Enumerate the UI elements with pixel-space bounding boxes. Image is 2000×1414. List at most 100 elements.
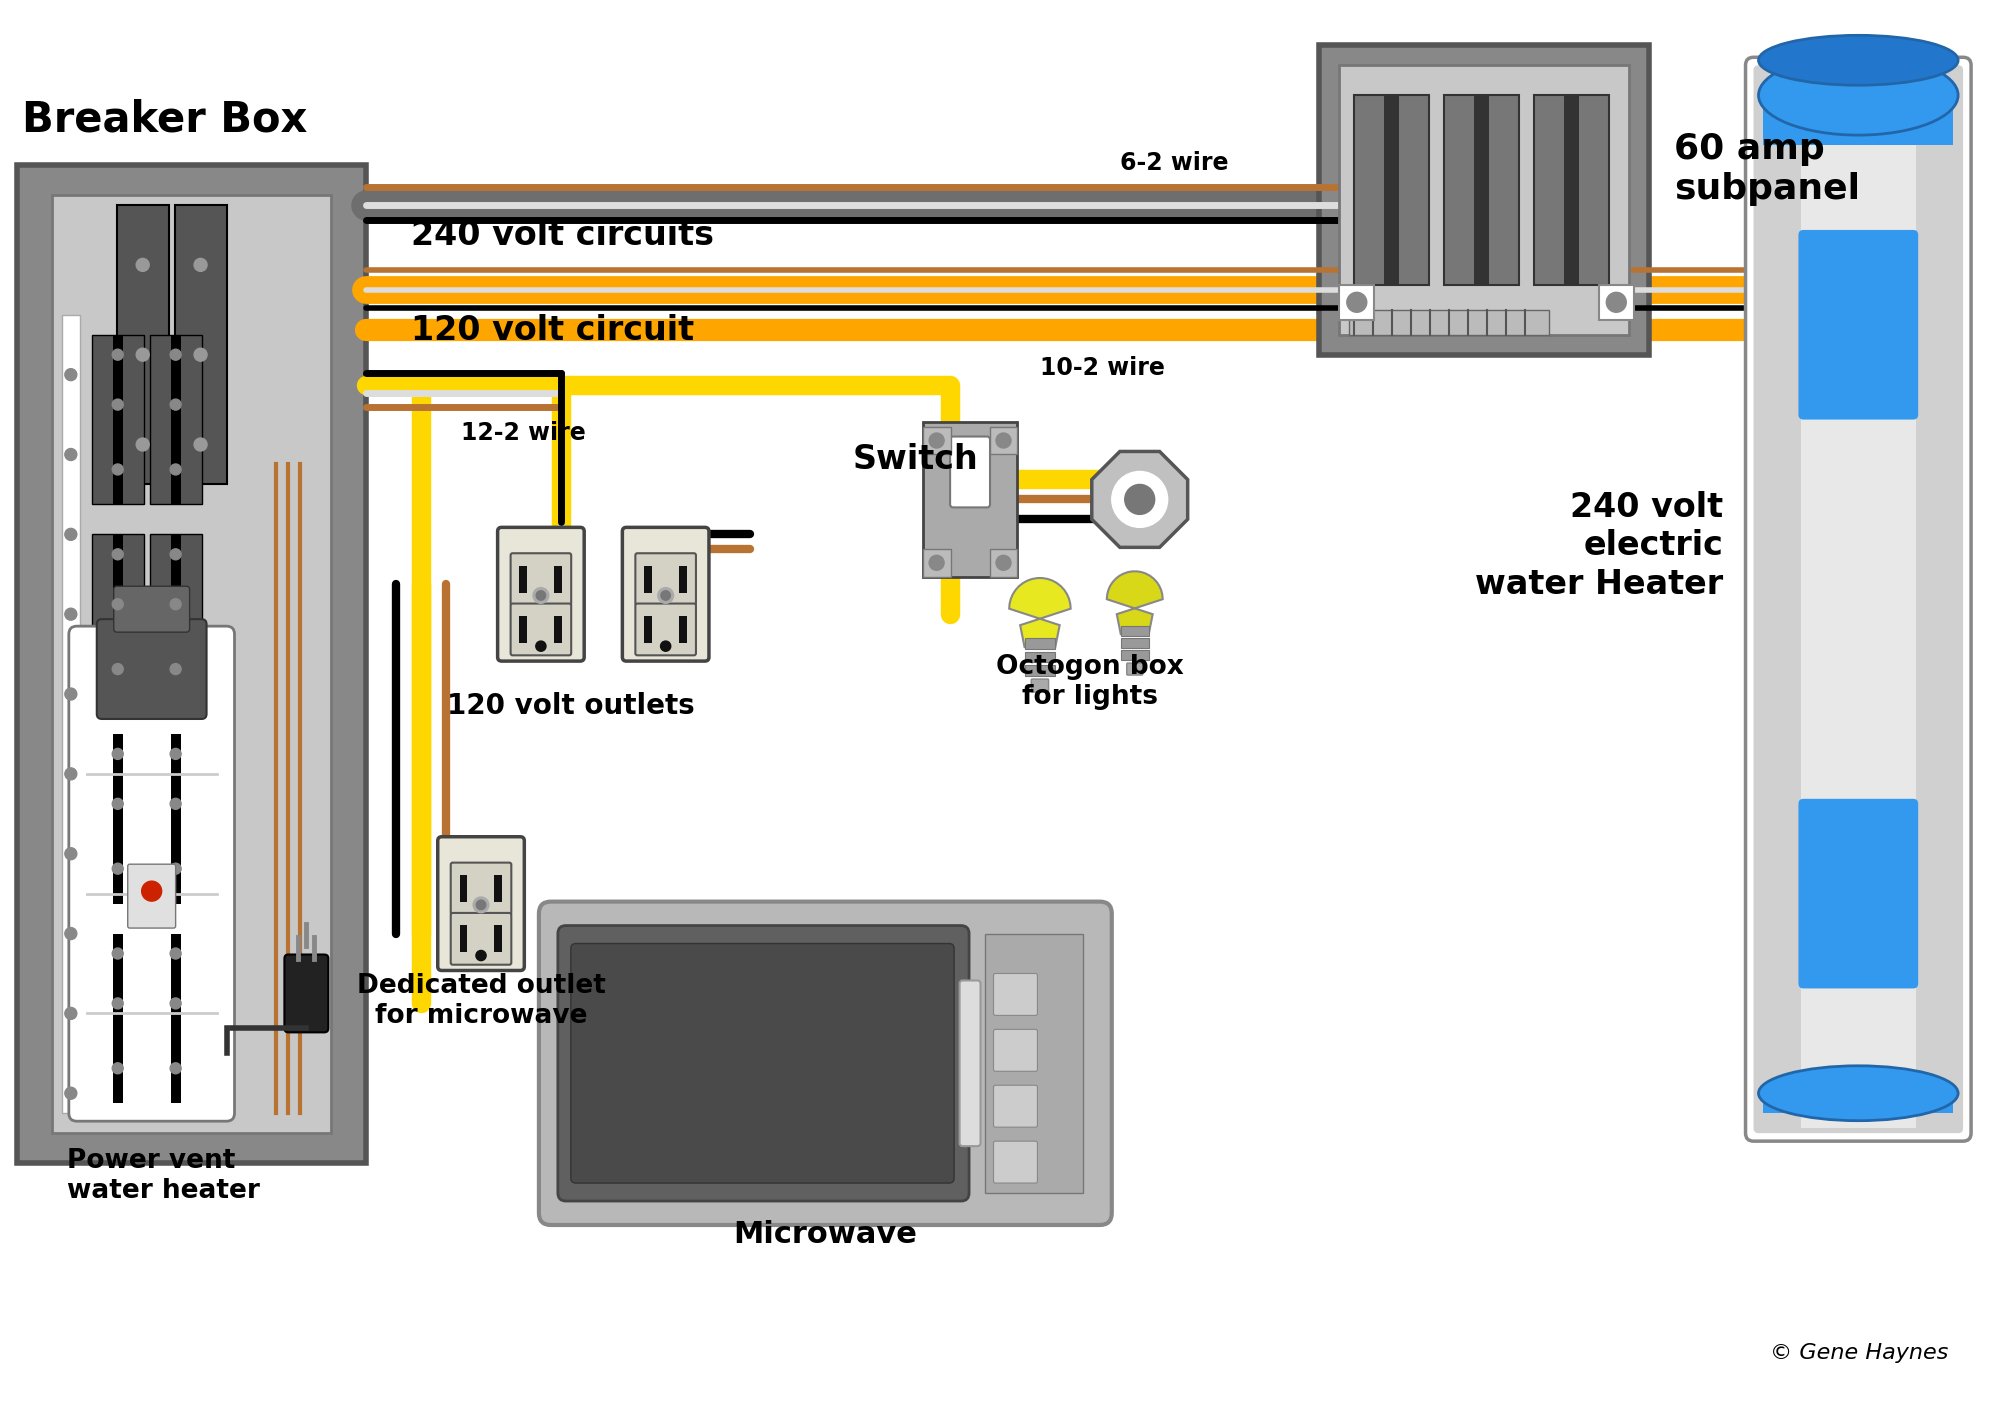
- FancyBboxPatch shape: [92, 335, 144, 505]
- Circle shape: [194, 438, 208, 451]
- Circle shape: [536, 591, 546, 601]
- FancyBboxPatch shape: [1444, 95, 1518, 284]
- Circle shape: [170, 598, 182, 609]
- FancyBboxPatch shape: [990, 549, 1018, 577]
- FancyBboxPatch shape: [678, 566, 686, 592]
- Circle shape: [170, 464, 182, 475]
- Text: Octogon box
for lights: Octogon box for lights: [996, 655, 1184, 710]
- FancyBboxPatch shape: [1764, 95, 1954, 146]
- FancyBboxPatch shape: [96, 619, 206, 718]
- FancyBboxPatch shape: [1564, 95, 1578, 284]
- Circle shape: [1606, 293, 1626, 312]
- FancyBboxPatch shape: [922, 427, 950, 454]
- FancyBboxPatch shape: [622, 527, 708, 662]
- FancyBboxPatch shape: [112, 335, 122, 505]
- FancyBboxPatch shape: [1354, 95, 1430, 284]
- FancyBboxPatch shape: [990, 427, 1018, 454]
- Text: 6-2 wire: 6-2 wire: [1120, 151, 1228, 175]
- FancyBboxPatch shape: [114, 587, 190, 632]
- FancyBboxPatch shape: [460, 925, 468, 952]
- Circle shape: [1112, 471, 1168, 527]
- FancyBboxPatch shape: [150, 734, 202, 904]
- FancyBboxPatch shape: [1120, 650, 1148, 660]
- Circle shape: [996, 433, 1010, 448]
- Circle shape: [64, 1007, 76, 1019]
- FancyBboxPatch shape: [450, 863, 512, 915]
- Circle shape: [112, 598, 124, 609]
- Text: 240 volt circuits: 240 volt circuits: [412, 219, 714, 252]
- Circle shape: [660, 641, 670, 652]
- FancyBboxPatch shape: [558, 926, 970, 1200]
- Text: Switch: Switch: [852, 444, 978, 477]
- FancyBboxPatch shape: [1126, 663, 1142, 674]
- FancyBboxPatch shape: [1598, 284, 1634, 320]
- Circle shape: [112, 1063, 124, 1073]
- Circle shape: [476, 950, 486, 960]
- Polygon shape: [1106, 571, 1162, 633]
- Circle shape: [64, 768, 76, 781]
- Circle shape: [536, 641, 546, 652]
- FancyBboxPatch shape: [1032, 679, 1048, 691]
- FancyBboxPatch shape: [498, 527, 584, 662]
- Circle shape: [476, 901, 486, 911]
- FancyBboxPatch shape: [950, 437, 990, 508]
- FancyBboxPatch shape: [112, 534, 122, 704]
- FancyBboxPatch shape: [520, 566, 528, 592]
- Circle shape: [64, 448, 76, 461]
- Circle shape: [136, 348, 150, 361]
- Text: 240 volt
electric
water Heater: 240 volt electric water Heater: [1476, 491, 1724, 601]
- FancyBboxPatch shape: [150, 335, 202, 505]
- FancyBboxPatch shape: [460, 875, 468, 902]
- Circle shape: [136, 438, 150, 451]
- FancyBboxPatch shape: [1800, 71, 1916, 1128]
- Text: Dedicated outlet
for microwave: Dedicated outlet for microwave: [356, 973, 606, 1029]
- Circle shape: [170, 998, 182, 1010]
- Circle shape: [64, 608, 76, 621]
- FancyBboxPatch shape: [994, 1086, 1038, 1127]
- Circle shape: [170, 399, 182, 410]
- FancyBboxPatch shape: [284, 954, 328, 1032]
- FancyBboxPatch shape: [494, 875, 502, 902]
- FancyBboxPatch shape: [1798, 799, 1918, 988]
- FancyBboxPatch shape: [636, 604, 696, 655]
- Text: 120 volt outlets: 120 volt outlets: [446, 691, 694, 720]
- Circle shape: [64, 928, 76, 939]
- FancyBboxPatch shape: [1340, 65, 1628, 335]
- FancyBboxPatch shape: [170, 335, 180, 505]
- FancyBboxPatch shape: [1340, 284, 1374, 320]
- Circle shape: [142, 881, 162, 901]
- FancyBboxPatch shape: [1320, 45, 1648, 355]
- Text: © Gene Haynes: © Gene Haynes: [1770, 1343, 1948, 1363]
- FancyBboxPatch shape: [960, 980, 980, 1147]
- Text: Microwave: Microwave: [734, 1220, 918, 1249]
- Text: 10-2 wire: 10-2 wire: [1040, 356, 1164, 379]
- FancyBboxPatch shape: [494, 925, 502, 952]
- FancyBboxPatch shape: [92, 933, 144, 1103]
- FancyBboxPatch shape: [112, 734, 122, 904]
- Circle shape: [658, 588, 674, 604]
- Circle shape: [170, 349, 182, 361]
- Circle shape: [1124, 485, 1154, 515]
- FancyBboxPatch shape: [984, 933, 1084, 1193]
- Circle shape: [536, 591, 546, 600]
- Circle shape: [534, 588, 548, 604]
- FancyBboxPatch shape: [636, 553, 696, 605]
- FancyBboxPatch shape: [994, 1029, 1038, 1072]
- Circle shape: [136, 259, 150, 271]
- FancyBboxPatch shape: [538, 902, 1112, 1225]
- FancyBboxPatch shape: [922, 421, 1018, 577]
- FancyBboxPatch shape: [554, 566, 562, 592]
- FancyBboxPatch shape: [1474, 95, 1490, 284]
- Circle shape: [996, 556, 1010, 570]
- FancyBboxPatch shape: [678, 617, 686, 643]
- Text: 60 amp
subpanel: 60 amp subpanel: [1674, 133, 1860, 206]
- Circle shape: [194, 259, 208, 271]
- FancyBboxPatch shape: [112, 933, 122, 1103]
- FancyBboxPatch shape: [150, 933, 202, 1103]
- FancyBboxPatch shape: [1754, 65, 1964, 1133]
- Circle shape: [1346, 293, 1366, 312]
- FancyBboxPatch shape: [570, 943, 954, 1184]
- Circle shape: [170, 748, 182, 759]
- FancyBboxPatch shape: [1764, 1083, 1954, 1113]
- FancyBboxPatch shape: [68, 626, 234, 1121]
